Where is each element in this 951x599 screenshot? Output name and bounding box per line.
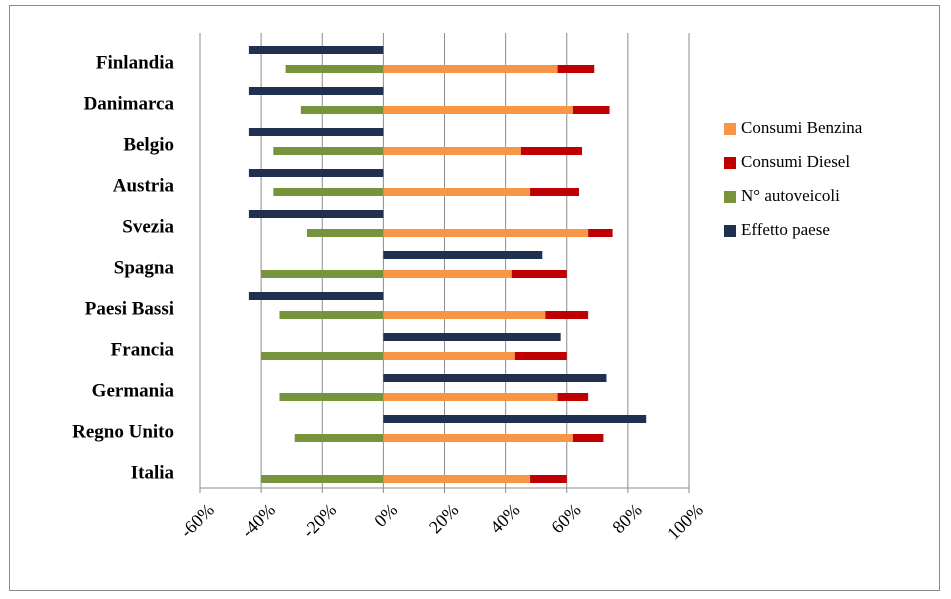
legend-swatch: [724, 191, 736, 203]
bar-consumi-benzina: [383, 352, 515, 360]
bar-effetto-paese: [248, 169, 384, 177]
category-label: Danimarca: [84, 93, 175, 114]
bar-consumi-diesel: [520, 147, 583, 155]
x-tick-label: 40%: [486, 500, 523, 537]
bar-consumi-benzina: [383, 65, 558, 73]
category-label: Regno Unito: [72, 421, 174, 442]
category-label: Italia: [131, 462, 175, 483]
bar-consumi-diesel: [511, 270, 567, 278]
bar-n-autoveicoli: [261, 352, 384, 360]
bar-consumi-diesel: [572, 434, 604, 442]
chart-frame: [9, 5, 940, 591]
bar-consumi-benzina: [383, 270, 512, 278]
category-label: Germania: [92, 380, 175, 401]
bar-consumi-diesel: [530, 188, 579, 196]
bar-n-autoveicoli: [306, 229, 384, 237]
category-label: Spagna: [114, 257, 175, 278]
category-label: Paesi Bassi: [85, 298, 174, 319]
x-tick-label: 60%: [547, 500, 584, 537]
bar-n-autoveicoli: [261, 475, 384, 483]
bar-consumi-diesel: [572, 106, 610, 114]
bar-effetto-paese: [248, 210, 384, 218]
legend-swatch: [724, 157, 736, 169]
bar-consumi-benzina: [383, 475, 531, 483]
bar-n-autoveicoli: [279, 311, 384, 319]
legend-label: Consumi Diesel: [741, 152, 850, 171]
bar-n-autoveicoli: [300, 106, 384, 114]
bar-consumi-diesel: [557, 65, 595, 73]
x-tick-label: 100%: [663, 500, 707, 544]
bar-consumi-diesel: [514, 352, 567, 360]
bar-consumi-diesel: [557, 393, 589, 401]
bar-effetto-paese: [248, 292, 384, 300]
bar-n-autoveicoli: [285, 65, 384, 73]
bar-consumi-benzina: [383, 229, 589, 237]
x-tick-label: -60%: [176, 500, 218, 542]
x-tick-label: -20%: [298, 500, 340, 542]
legend-swatch: [724, 225, 736, 237]
x-tick-label: 0%: [370, 500, 401, 531]
bar-n-autoveicoli: [273, 188, 384, 196]
legend-label: N° autoveicoli: [741, 186, 840, 205]
bar-effetto-paese: [383, 415, 647, 423]
bar-consumi-diesel: [530, 475, 567, 483]
category-label: Finlandia: [96, 52, 175, 73]
bar-effetto-paese: [248, 128, 384, 136]
bar-consumi-benzina: [383, 147, 521, 155]
bar-effetto-paese: [383, 333, 561, 341]
x-tick-label: -40%: [237, 500, 279, 542]
bar-consumi-benzina: [383, 188, 531, 196]
bar-effetto-paese: [383, 251, 543, 259]
legend-label: Effetto paese: [741, 220, 830, 239]
bar-n-autoveicoli: [261, 270, 384, 278]
bar-consumi-benzina: [383, 106, 573, 114]
legend-label: Consumi Benzina: [741, 118, 863, 137]
bar-consumi-benzina: [383, 434, 573, 442]
bar-consumi-benzina: [383, 311, 546, 319]
bar-consumi-diesel: [588, 229, 613, 237]
bar-effetto-paese: [248, 46, 384, 54]
x-tick-label: 20%: [425, 500, 462, 537]
legend-swatch: [724, 123, 736, 135]
category-label: Austria: [113, 175, 175, 196]
bar-n-autoveicoli: [273, 147, 384, 155]
x-tick-label: 80%: [608, 500, 645, 537]
bar-n-autoveicoli: [279, 393, 384, 401]
bar-n-autoveicoli: [294, 434, 384, 442]
bar-effetto-paese: [248, 87, 384, 95]
bar-consumi-diesel: [545, 311, 589, 319]
category-label: Francia: [111, 339, 175, 360]
category-label: Svezia: [122, 216, 174, 237]
bar-consumi-benzina: [383, 393, 558, 401]
bar-effetto-paese: [383, 374, 607, 382]
category-label: Belgio: [123, 134, 174, 155]
